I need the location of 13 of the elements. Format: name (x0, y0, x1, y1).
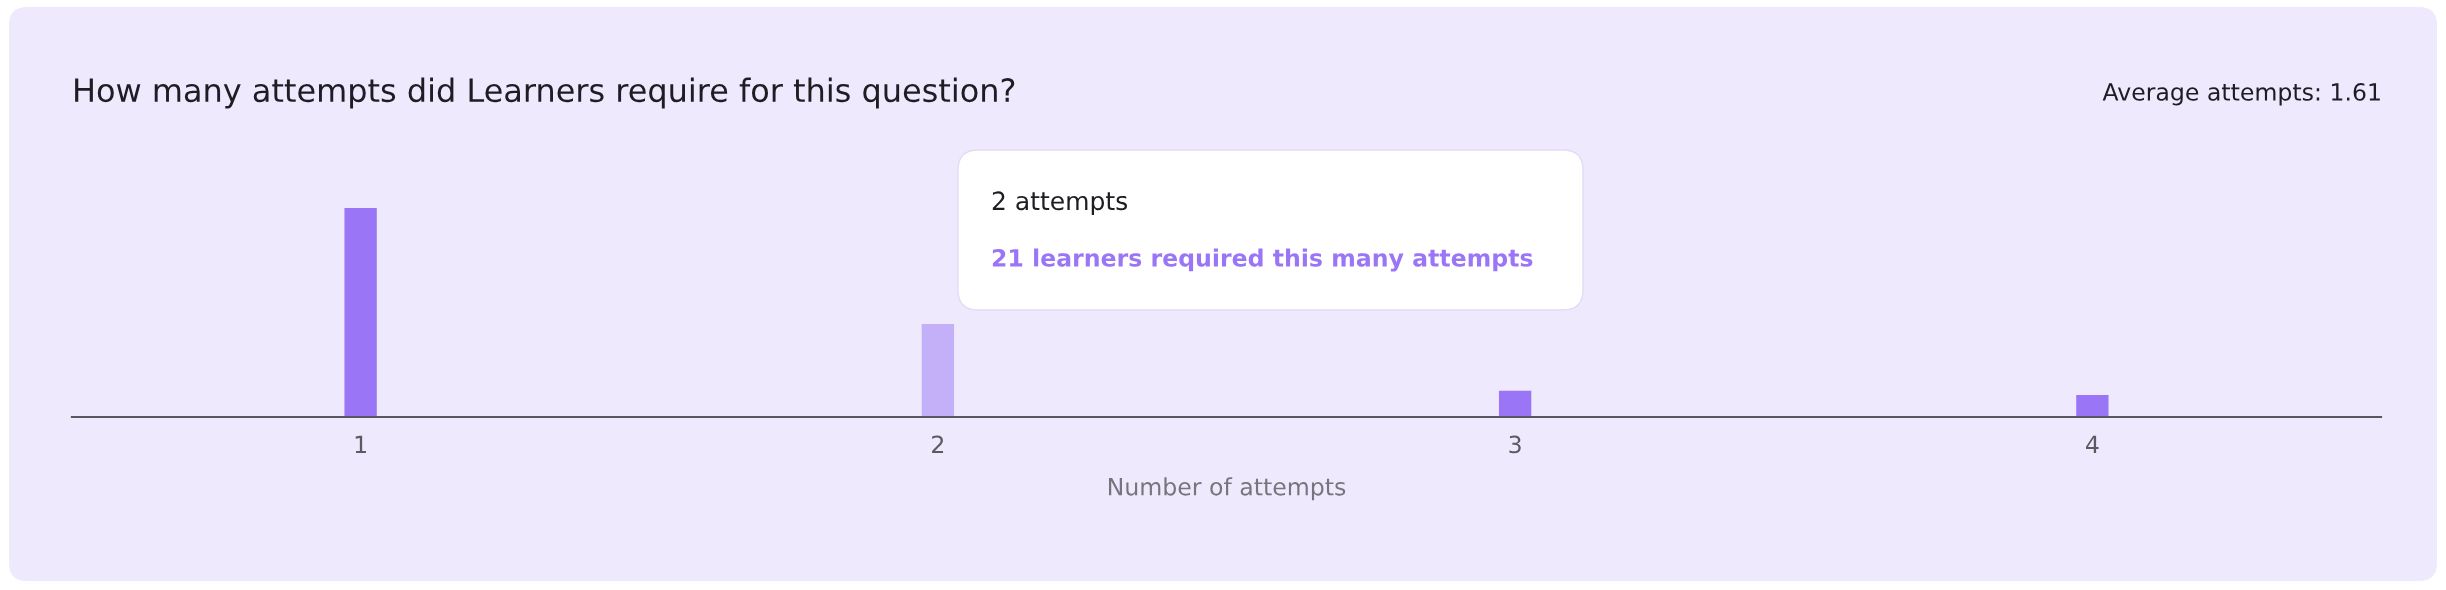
bar (1498, 390, 1532, 417)
annotation: 21 learners required this many attempts (992, 248, 1533, 272)
x-tick-label: 4 (2086, 435, 2099, 453)
x-tick-label: 2 (932, 435, 944, 453)
chart-title: How many attempts did Learners require for this question? (75, 77, 1015, 109)
x-tick-label: 1 (355, 435, 366, 453)
bar (2076, 395, 2109, 417)
x-axis-title: Number of attempts (1108, 477, 1346, 501)
text: Average attempts: 1.61 (2102, 82, 2380, 106)
x-tick-label: 3 (1509, 435, 1521, 454)
annotation: 2 attempts (992, 191, 1127, 216)
bar (344, 208, 377, 417)
bar (921, 324, 955, 417)
